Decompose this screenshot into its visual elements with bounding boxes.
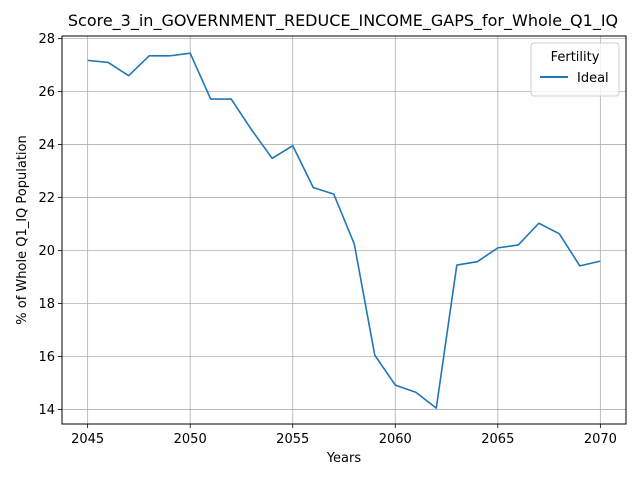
y-axis-title: % of Whole Q1_IQ Population (15, 135, 30, 324)
chart-title: Score_3_in_GOVERNMENT_REDUCE_INCOME_GAPS… (68, 11, 618, 31)
x-axis-title: Years (326, 451, 362, 466)
y-tick-label: 28 (38, 32, 55, 47)
legend-series-label: Ideal (577, 71, 609, 86)
x-tick-label: 2045 (71, 432, 104, 447)
x-tick-label: 2055 (276, 432, 309, 447)
legend: Fertility Ideal (531, 43, 619, 96)
x-tick-label: 2060 (379, 432, 412, 447)
y-tick-label: 22 (38, 191, 55, 206)
y-tick-label: 26 (38, 85, 55, 100)
x-tick-label: 2050 (174, 432, 207, 447)
y-tick-label: 16 (38, 350, 55, 365)
x-tick-label: 2070 (584, 432, 617, 447)
series-line-ideal (88, 53, 601, 408)
axis-ticks: 2045 2050 2055 2060 2065 2070 14 16 18 20 22 24 26 28 (38, 32, 616, 447)
legend-title: Fertility (551, 50, 600, 65)
y-tick-label: 24 (38, 138, 55, 153)
x-tick-label: 2065 (481, 432, 514, 447)
y-tick-label: 14 (38, 403, 55, 418)
y-tick-label: 20 (38, 244, 55, 259)
y-tick-label: 18 (38, 297, 55, 312)
series-layer (88, 53, 601, 408)
